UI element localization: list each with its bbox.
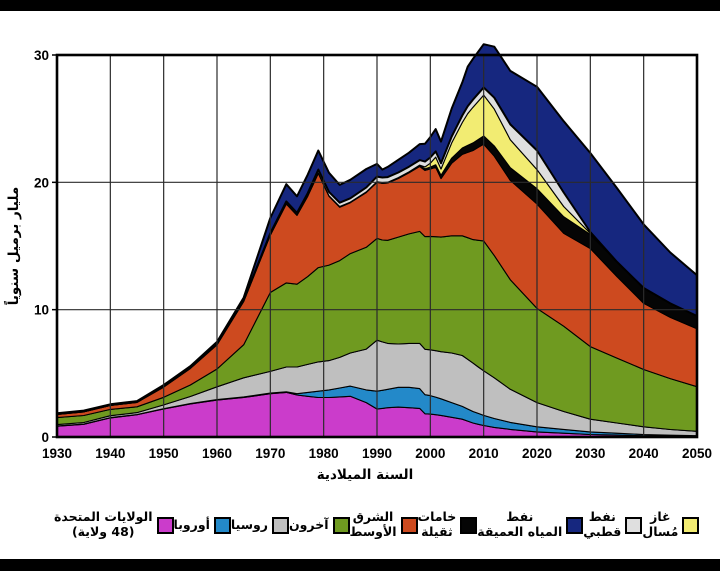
legend-label-lng: غاز مُسال — [642, 509, 679, 539]
top-black-bar — [0, 0, 720, 11]
x-tick-label-1950: 1950 — [149, 446, 179, 461]
legend-item-europe: أوروبا — [173, 516, 231, 534]
bottom-black-bar — [0, 559, 720, 571]
legend-item-deepwater: نفط المياه العميقة — [477, 509, 584, 540]
x-tick-label-2020: 2020 — [522, 446, 552, 461]
x-tick-label-2040: 2040 — [629, 446, 659, 461]
legend-swatch-europe — [213, 516, 231, 534]
legend-swatch-heavy_oil — [460, 516, 478, 534]
y-tick-label-30: 30 — [34, 48, 49, 63]
x-tick-label-1930: 1930 — [42, 446, 72, 461]
x-tick-label-1970: 1970 — [255, 446, 285, 461]
legend-item-others: آخرون — [288, 516, 350, 534]
x-tick-label-1940: 1940 — [95, 446, 125, 461]
legend-swatch-russia — [271, 516, 289, 534]
y-tick-label-0: 0 — [41, 430, 49, 445]
x-tick-label-2030: 2030 — [575, 446, 605, 461]
legend-item-polar: نفط قطبي — [583, 509, 643, 540]
legend-swatch-polar — [625, 516, 643, 534]
x-tick-label-1960: 1960 — [202, 446, 232, 461]
x-tick-label-2050: 2050 — [682, 446, 712, 461]
legend-swatch-us48 — [156, 516, 174, 534]
x-tick-label-2000: 2000 — [415, 446, 445, 461]
legend-item-middle_east: الشرق الأوسط — [349, 509, 418, 540]
legend-item-lng: غاز مُسال — [642, 509, 700, 540]
legend-swatch-deepwater — [566, 516, 584, 534]
y-tick-label-20: 20 — [34, 175, 49, 190]
x-tick-label-2010: 2010 — [469, 446, 499, 461]
legend-swatch-others — [332, 516, 350, 534]
plot-frame — [55, 53, 699, 439]
legend-label-middle_east: الشرق الأوسط — [349, 509, 397, 539]
legend-swatch-middle_east — [400, 516, 418, 534]
legend-label-heavy_oil: خامات ثقيلة — [417, 509, 457, 539]
legend-item-heavy_oil: خامات ثقيلة — [417, 509, 478, 540]
legend-swatch-lng — [682, 516, 700, 534]
legend-label-europe: أوروبا — [173, 516, 210, 532]
chart-legend: الولايات المتحدة (48 ولاية) أوروبا روسيا آخر… — [54, 497, 700, 553]
x-axis-title: السنة الميلادية — [316, 467, 414, 483]
legend-label-polar: نفط قطبي — [583, 509, 622, 539]
y-axis-title: مليار برميل سنوياً — [6, 186, 22, 306]
legend-label-others: آخرون — [288, 516, 329, 532]
legend-label-deepwater: نفط المياه العميقة — [477, 509, 563, 539]
legend-label-us48: الولايات المتحدة (48 ولاية) — [54, 509, 153, 539]
legend-label-russia: روسيا — [230, 516, 268, 532]
y-tick-label-10: 10 — [34, 303, 49, 318]
x-tick-label-1990: 1990 — [362, 446, 392, 461]
x-tick-label-1980: 1980 — [309, 446, 339, 461]
legend-item-russia: روسيا — [230, 516, 289, 534]
legend-item-us48: الولايات المتحدة (48 ولاية) — [54, 509, 174, 540]
